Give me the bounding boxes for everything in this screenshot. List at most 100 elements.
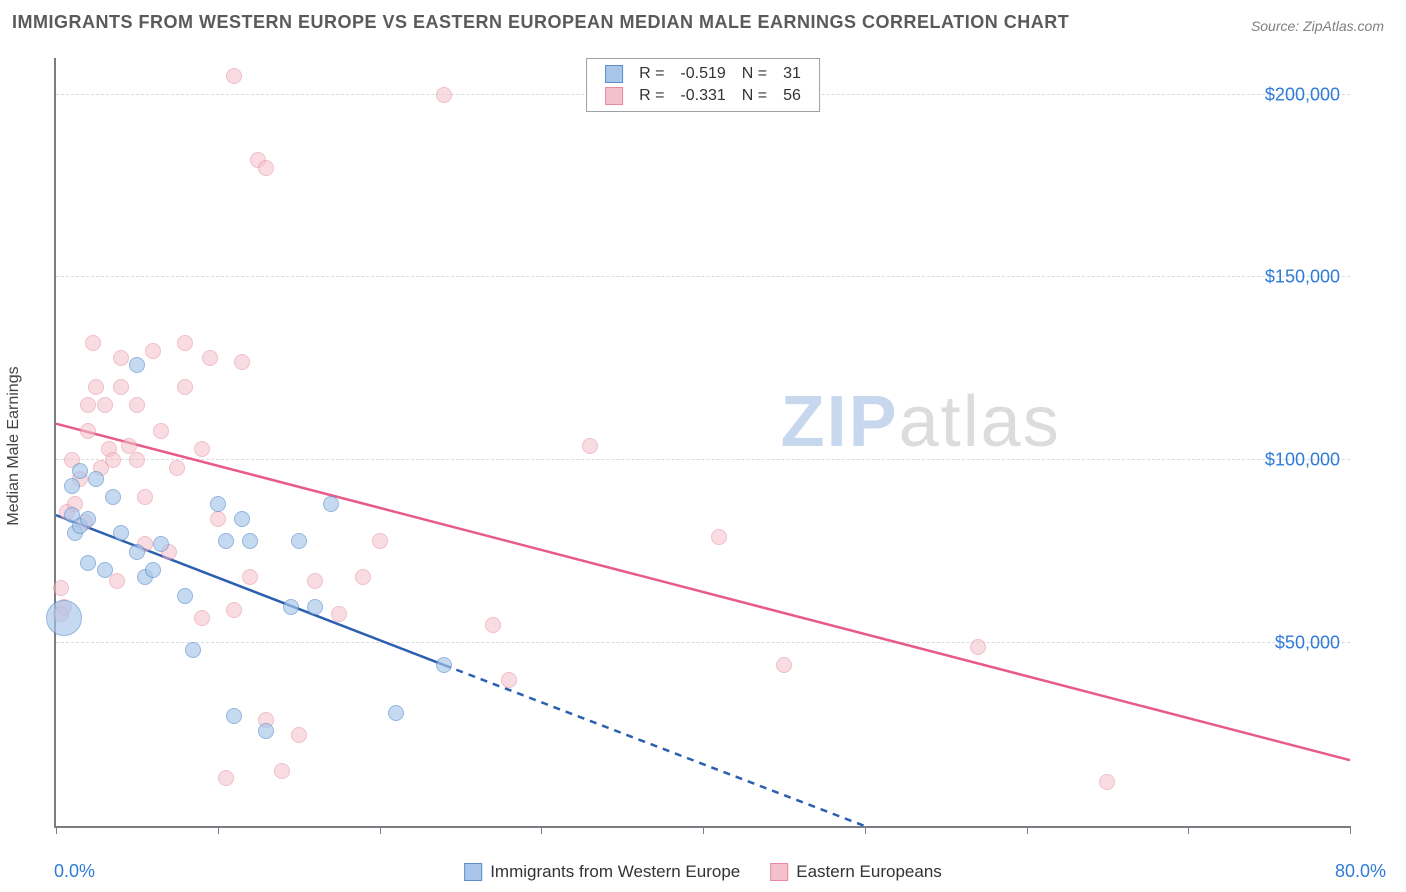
source-label: Source: ZipAtlas.com: [1251, 18, 1384, 34]
data-point-pink: [129, 452, 145, 468]
r-value-pink: -0.331: [672, 85, 733, 107]
data-point-pink: [372, 533, 388, 549]
y-axis-label: Median Male Earnings: [5, 366, 23, 525]
data-point-pink: [582, 438, 598, 454]
data-point-pink: [970, 639, 986, 655]
data-point-blue: [218, 533, 234, 549]
legend-item-pink: Eastern Europeans: [770, 862, 942, 882]
data-point-pink: [97, 397, 113, 413]
data-point-blue: [323, 496, 339, 512]
n-value-blue: 31: [775, 63, 809, 85]
data-point-blue: [97, 562, 113, 578]
data-point-pink: [129, 397, 145, 413]
data-point-blue: [46, 600, 82, 636]
data-point-pink: [202, 350, 218, 366]
data-point-pink: [436, 87, 452, 103]
data-point-pink: [80, 423, 96, 439]
x-tick: [541, 826, 542, 834]
data-point-pink: [218, 770, 234, 786]
x-tick-min: 0.0%: [54, 861, 95, 882]
data-point-blue: [80, 555, 96, 571]
data-point-blue: [436, 657, 452, 673]
data-point-blue: [291, 533, 307, 549]
data-point-blue: [129, 544, 145, 560]
data-point-pink: [331, 606, 347, 622]
data-point-pink: [113, 379, 129, 395]
x-tick-max: 80.0%: [1335, 861, 1386, 882]
legend-stats-row-blue: R = -0.519 N = 31: [597, 63, 809, 85]
data-point-pink: [109, 573, 125, 589]
data-point-pink: [274, 763, 290, 779]
data-point-pink: [177, 379, 193, 395]
data-point-pink: [113, 350, 129, 366]
legend-label-blue: Immigrants from Western Europe: [490, 862, 740, 882]
x-tick: [380, 826, 381, 834]
data-point-blue: [153, 536, 169, 552]
data-point-pink: [80, 397, 96, 413]
data-point-pink: [153, 423, 169, 439]
data-point-pink: [242, 569, 258, 585]
data-point-pink: [177, 335, 193, 351]
data-point-pink: [145, 343, 161, 359]
data-point-pink: [291, 727, 307, 743]
data-point-pink: [711, 529, 727, 545]
data-point-pink: [194, 441, 210, 457]
chart-title: IMMIGRANTS FROM WESTERN EUROPE VS EASTER…: [12, 12, 1069, 33]
x-tick: [218, 826, 219, 834]
data-point-blue: [105, 489, 121, 505]
data-point-blue: [64, 478, 80, 494]
legend-series: Immigrants from Western Europe Eastern E…: [464, 862, 942, 882]
swatch-pink: [605, 87, 623, 105]
data-point-blue: [258, 723, 274, 739]
data-point-pink: [137, 489, 153, 505]
data-point-pink: [88, 379, 104, 395]
legend-item-blue: Immigrants from Western Europe: [464, 862, 740, 882]
regression-lines: [56, 58, 1350, 826]
data-point-blue: [72, 463, 88, 479]
regression-line: [56, 424, 1350, 760]
r-value-blue: -0.519: [672, 63, 733, 85]
data-point-blue: [226, 708, 242, 724]
data-point-pink: [226, 602, 242, 618]
data-point-blue: [242, 533, 258, 549]
swatch-pink-icon: [770, 863, 788, 881]
data-point-blue: [283, 599, 299, 615]
data-point-pink: [501, 672, 517, 688]
data-point-pink: [194, 610, 210, 626]
legend-stats: R = -0.519 N = 31 R = -0.331 N = 56: [586, 58, 820, 112]
data-point-pink: [53, 580, 69, 596]
data-point-pink: [121, 438, 137, 454]
swatch-blue-icon: [464, 863, 482, 881]
data-point-blue: [80, 511, 96, 527]
data-point-pink: [169, 460, 185, 476]
data-point-pink: [105, 452, 121, 468]
x-tick: [1350, 826, 1351, 834]
data-point-pink: [307, 573, 323, 589]
x-tick: [703, 826, 704, 834]
data-point-blue: [88, 471, 104, 487]
data-point-blue: [177, 588, 193, 604]
x-tick: [56, 826, 57, 834]
data-point-pink: [85, 335, 101, 351]
data-point-pink: [355, 569, 371, 585]
x-tick: [1188, 826, 1189, 834]
x-tick: [865, 826, 866, 834]
plot-area: ZIPatlas $50,000$100,000$150,000$200,000: [54, 58, 1350, 828]
data-point-pink: [226, 68, 242, 84]
data-point-pink: [258, 160, 274, 176]
data-point-blue: [185, 642, 201, 658]
data-point-blue: [113, 525, 129, 541]
x-tick: [1027, 826, 1028, 834]
legend-label-pink: Eastern Europeans: [796, 862, 942, 882]
data-point-blue: [234, 511, 250, 527]
data-point-pink: [1099, 774, 1115, 790]
data-point-blue: [388, 705, 404, 721]
data-point-blue: [145, 562, 161, 578]
n-value-pink: 56: [775, 85, 809, 107]
swatch-blue: [605, 65, 623, 83]
data-point-blue: [307, 599, 323, 615]
data-point-pink: [234, 354, 250, 370]
data-point-pink: [210, 511, 226, 527]
data-point-pink: [485, 617, 501, 633]
data-point-blue: [129, 357, 145, 373]
